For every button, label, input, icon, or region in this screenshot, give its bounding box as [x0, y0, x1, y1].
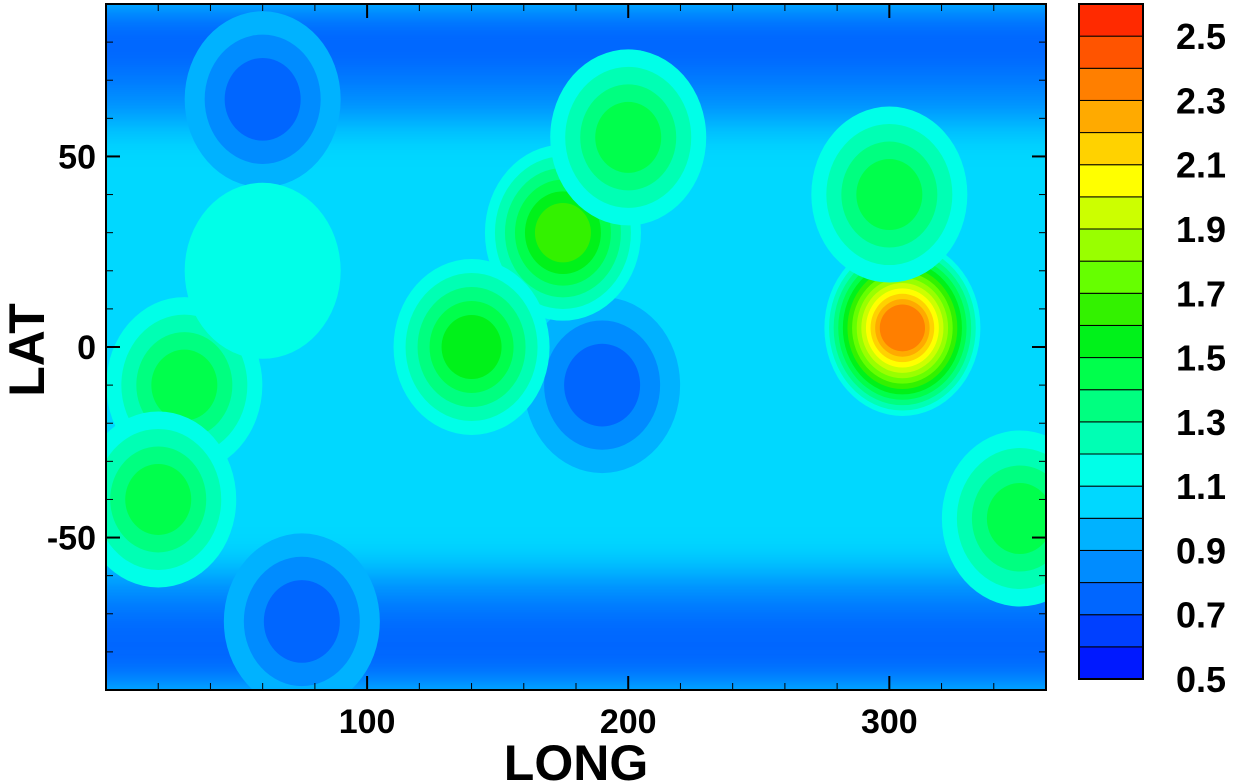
contour-level [441, 315, 502, 379]
colorbar-swatch [1078, 35, 1144, 69]
colorbar-swatch [1078, 260, 1144, 294]
colorbar-swatch [1078, 228, 1144, 262]
colorbar-tick-label: 1.5 [1176, 338, 1226, 379]
colorbar-swatch [1078, 357, 1144, 391]
contour-level [856, 159, 923, 231]
y-tick-label: 0 [77, 329, 96, 367]
colorbar-tick-label: 1.9 [1176, 209, 1226, 250]
colorbar-swatch [1078, 3, 1144, 37]
contour-features [106, 11, 1046, 690]
colorbar-tick-label: 0.9 [1176, 530, 1226, 571]
colorbar-swatch [1078, 485, 1144, 519]
colorbar-frame [1078, 3, 1144, 680]
colorbar-swatch [1078, 196, 1144, 230]
y-tick-label: 50 [58, 138, 96, 176]
colorbar [1078, 3, 1144, 680]
colorbar-swatch [1078, 292, 1144, 326]
y-axis-title: LAT [0, 303, 55, 396]
colorbar-tick-label: 0.7 [1176, 595, 1226, 636]
y-minor-ticks [106, 41, 1046, 653]
contour-level [184, 182, 341, 359]
contour-level [986, 483, 1046, 554]
x-tick-label: 100 [339, 703, 396, 741]
x-tick-label: 200 [600, 703, 657, 741]
contour-level [879, 304, 926, 352]
colorbar-swatch [1078, 324, 1144, 359]
x-tick-label: 300 [861, 703, 918, 741]
colorbar-swatch [1078, 582, 1144, 616]
colorbar-swatch [1078, 99, 1144, 134]
colorbar-swatch [1078, 164, 1144, 198]
contour-level [263, 580, 340, 663]
colorbar-swatch [1078, 517, 1144, 551]
contour-level [595, 101, 662, 173]
contour-level [534, 203, 591, 263]
colorbar-tick-label: 1.7 [1176, 273, 1226, 314]
colorbar-tick-label: 0.5 [1176, 659, 1226, 700]
x-minor-ticks [157, 4, 995, 690]
colorbar-swatch [1078, 549, 1144, 584]
colorbar-swatch [1078, 67, 1144, 101]
colorbar-swatch [1078, 389, 1144, 423]
colorbar-labels: 2.5 2.3 2.1 1.9 1.7 1.5 1.3 1.1 0.9 0.7 0.5 [1176, 16, 1226, 700]
contour-level [125, 463, 192, 535]
y-tick-label: -50 [47, 520, 96, 558]
colorbar-tick-label: 1.3 [1176, 402, 1226, 443]
contour-level [151, 349, 218, 421]
contour-level [224, 57, 301, 141]
colorbar-swatch [1078, 421, 1144, 455]
contour-level [564, 343, 641, 427]
colorbar-tick-label: 1.1 [1176, 466, 1226, 507]
colorbar-swatch [1078, 614, 1144, 648]
colorbar-swatch [1078, 132, 1144, 166]
lat-band [106, 606, 1046, 690]
colorbar-tick-label: 2.5 [1176, 16, 1226, 57]
x-axis-title: LONG [504, 735, 648, 784]
y-axis-ticks: 50 0 -50 [47, 138, 1046, 558]
colorbar-swatch [1078, 646, 1144, 680]
x-axis-ticks: 100 200 300 [339, 4, 918, 741]
colorbar-tick-label: 2.3 [1176, 80, 1226, 121]
plot-area [106, 4, 1046, 690]
colorbar-tick-label: 2.1 [1176, 145, 1226, 186]
colorbar-swatch [1078, 453, 1144, 487]
lat-band [106, 568, 1046, 607]
